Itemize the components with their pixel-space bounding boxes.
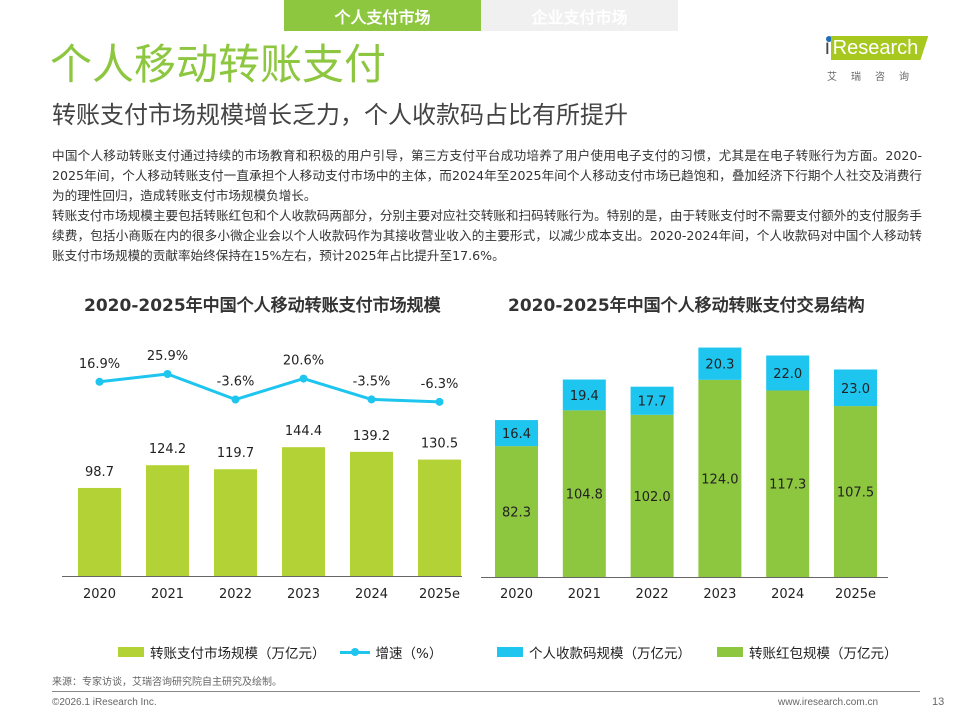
legend-item-market-size: 转账支付市场规模（万亿元） <box>118 642 326 662</box>
qr-code-value-label: 23.0 <box>841 382 870 397</box>
growth-point <box>367 395 376 404</box>
bar-value-label: 139.2 <box>353 429 390 444</box>
body-text: 中国个人移动转账支付通过持续的市场教育和积极的用户引导，第三方支付平台成功培养了… <box>52 146 922 266</box>
bar-red-packet <box>834 406 877 577</box>
legend-item-growth: 增速（%） <box>339 642 443 662</box>
legend-swatch-bar <box>118 647 144 657</box>
chart-title-market-size: 2020-2025年中国个人移动转账支付市场规模 <box>84 296 441 316</box>
x-tick-label: 2021 <box>568 587 601 602</box>
legend-transaction-structure: 个人收款码规模（万亿元） 转账红包规模（万亿元） <box>497 642 912 662</box>
logo-research: Research <box>830 36 929 60</box>
bar-red-packet <box>562 410 606 577</box>
bar-red-packet <box>630 414 674 577</box>
growth-line <box>99 372 440 404</box>
logo-subtitle: 艾瑞咨询 <box>827 72 923 83</box>
logo-dot-icon <box>826 36 832 42</box>
bar-qr-code <box>562 379 606 411</box>
bar-market-size <box>146 465 189 576</box>
growth-point <box>163 370 172 378</box>
legend-label: 转账支付市场规模（万亿元） <box>150 646 326 662</box>
logo-i-text: i <box>825 36 830 59</box>
qr-code-value-label: 22.0 <box>773 367 802 382</box>
logo-i: i <box>825 36 832 60</box>
qr-code-value-label: 20.3 <box>705 358 734 373</box>
growth-value-label: 25.9% <box>147 349 188 364</box>
bar-value-label: 124.2 <box>149 442 186 457</box>
bar-qr-code <box>630 386 674 415</box>
x-tick-label: 2023 <box>703 587 736 602</box>
growth-point <box>299 374 308 383</box>
growth-value-label: 20.6% <box>283 354 324 369</box>
legend-swatch-line-icon <box>339 647 370 657</box>
footer-divider <box>52 691 920 692</box>
bar-value-label: 119.7 <box>217 446 254 461</box>
source-note: 来源：专家访谈，艾瑞咨询研究院自主研究及绘制。 <box>52 677 282 688</box>
chart-title-transaction-structure: 2020-2025年中国个人移动转账支付交易结构 <box>508 296 865 316</box>
bar-market-size <box>78 487 121 576</box>
website-link[interactable]: www.iresearch.com.cn <box>778 697 879 708</box>
x-tick-label: 2024 <box>771 587 804 602</box>
x-tick-label: 2022 <box>219 587 252 602</box>
x-tick-label: 2023 <box>287 587 320 602</box>
chart-transaction-structure: 82.3 16.4 2020 104.8 19.4 2021 102.0 17.7 2022 12… <box>481 347 888 602</box>
bar-value-label: 144.4 <box>285 424 322 439</box>
bar-qr-code <box>834 369 877 407</box>
x-tick-label: 2021 <box>151 587 184 602</box>
page-subtitle: 转账支付市场规模增长乏力，个人收款码占比有所提升 <box>52 101 628 129</box>
chart-market-size: 98.7 2020 124.2 2021 119.7 2022 144.4 2023 139.2… <box>62 349 462 602</box>
x-tick-label: 2025e <box>419 587 460 602</box>
bar-red-packet <box>495 446 538 577</box>
x-tick-label: 2022 <box>636 587 669 602</box>
growth-point <box>231 395 240 404</box>
page-number: 13 <box>932 696 945 708</box>
legend-label: 个人收款码规模（万亿元） <box>529 646 691 662</box>
red-packet-value-label: 117.3 <box>769 478 806 493</box>
copyright: ©2026.1 iResearch Inc. <box>52 697 157 708</box>
legend-market-size: 转账支付市场规模（万亿元） 增速（%） <box>118 642 456 662</box>
bar-value-label: 98.7 <box>85 465 114 480</box>
tab-enterprise-payment[interactable]: 企业支付市场 <box>481 0 678 31</box>
x-tick-label: 2020 <box>500 587 533 602</box>
bar-market-size <box>350 451 393 576</box>
page-title: 个人移动转账支付 <box>50 40 387 89</box>
bar-qr-code <box>698 347 742 380</box>
red-packet-value-label: 82.3 <box>502 506 531 521</box>
red-packet-value-label: 102.0 <box>633 490 670 505</box>
bar-value-label: 130.5 <box>421 437 458 452</box>
bar-market-size <box>214 469 257 576</box>
bar-market-size <box>282 447 325 576</box>
legend-label: 转账红包规模（万亿元） <box>749 646 898 662</box>
legend-label: 增速（%） <box>375 646 443 662</box>
qr-code-value-label: 19.4 <box>570 389 599 404</box>
legend-swatch-red-packet <box>717 647 743 657</box>
bar-red-packet <box>698 379 742 577</box>
bar-market-size <box>418 459 461 576</box>
growth-value-label: -6.3% <box>421 377 459 392</box>
x-tick-label: 2024 <box>355 587 388 602</box>
qr-code-value-label: 17.7 <box>638 395 667 410</box>
bar-qr-code <box>766 355 810 391</box>
bar-red-packet <box>766 390 810 577</box>
market-tabs: 个人支付市场 企业支付市场 <box>284 0 678 31</box>
tab-personal-payment[interactable]: 个人支付市场 <box>284 0 481 31</box>
legend-swatch-qr <box>497 647 523 657</box>
x-tick-label: 2025e <box>835 587 876 602</box>
x-tick-label: 2020 <box>83 587 116 602</box>
qr-code-value-label: 16.4 <box>502 427 531 442</box>
legend-item-qr-code: 个人收款码规模（万亿元） <box>497 642 691 662</box>
red-packet-value-label: 104.8 <box>566 488 603 503</box>
body-paragraph: 转账支付市场规模主要包括转账红包和个人收款码两部分，分别主要对应社交转账和扫码转… <box>52 208 922 263</box>
red-packet-value-label: 124.0 <box>701 472 738 487</box>
iresearch-logo: i Research 艾瑞咨询 <box>825 34 935 84</box>
growth-point <box>435 397 444 406</box>
growth-value-label: 16.9% <box>79 357 120 372</box>
growth-value-label: -3.5% <box>353 374 391 389</box>
growth-point <box>95 377 104 386</box>
red-packet-value-label: 107.5 <box>837 486 874 501</box>
legend-item-red-packet: 转账红包规模（万亿元） <box>717 642 898 662</box>
body-paragraph: 中国个人移动转账支付通过持续的市场教育和积极的用户引导，第三方支付平台成功培养了… <box>52 148 922 203</box>
bar-qr-code <box>495 420 538 447</box>
growth-value-label: -3.6% <box>217 375 255 390</box>
